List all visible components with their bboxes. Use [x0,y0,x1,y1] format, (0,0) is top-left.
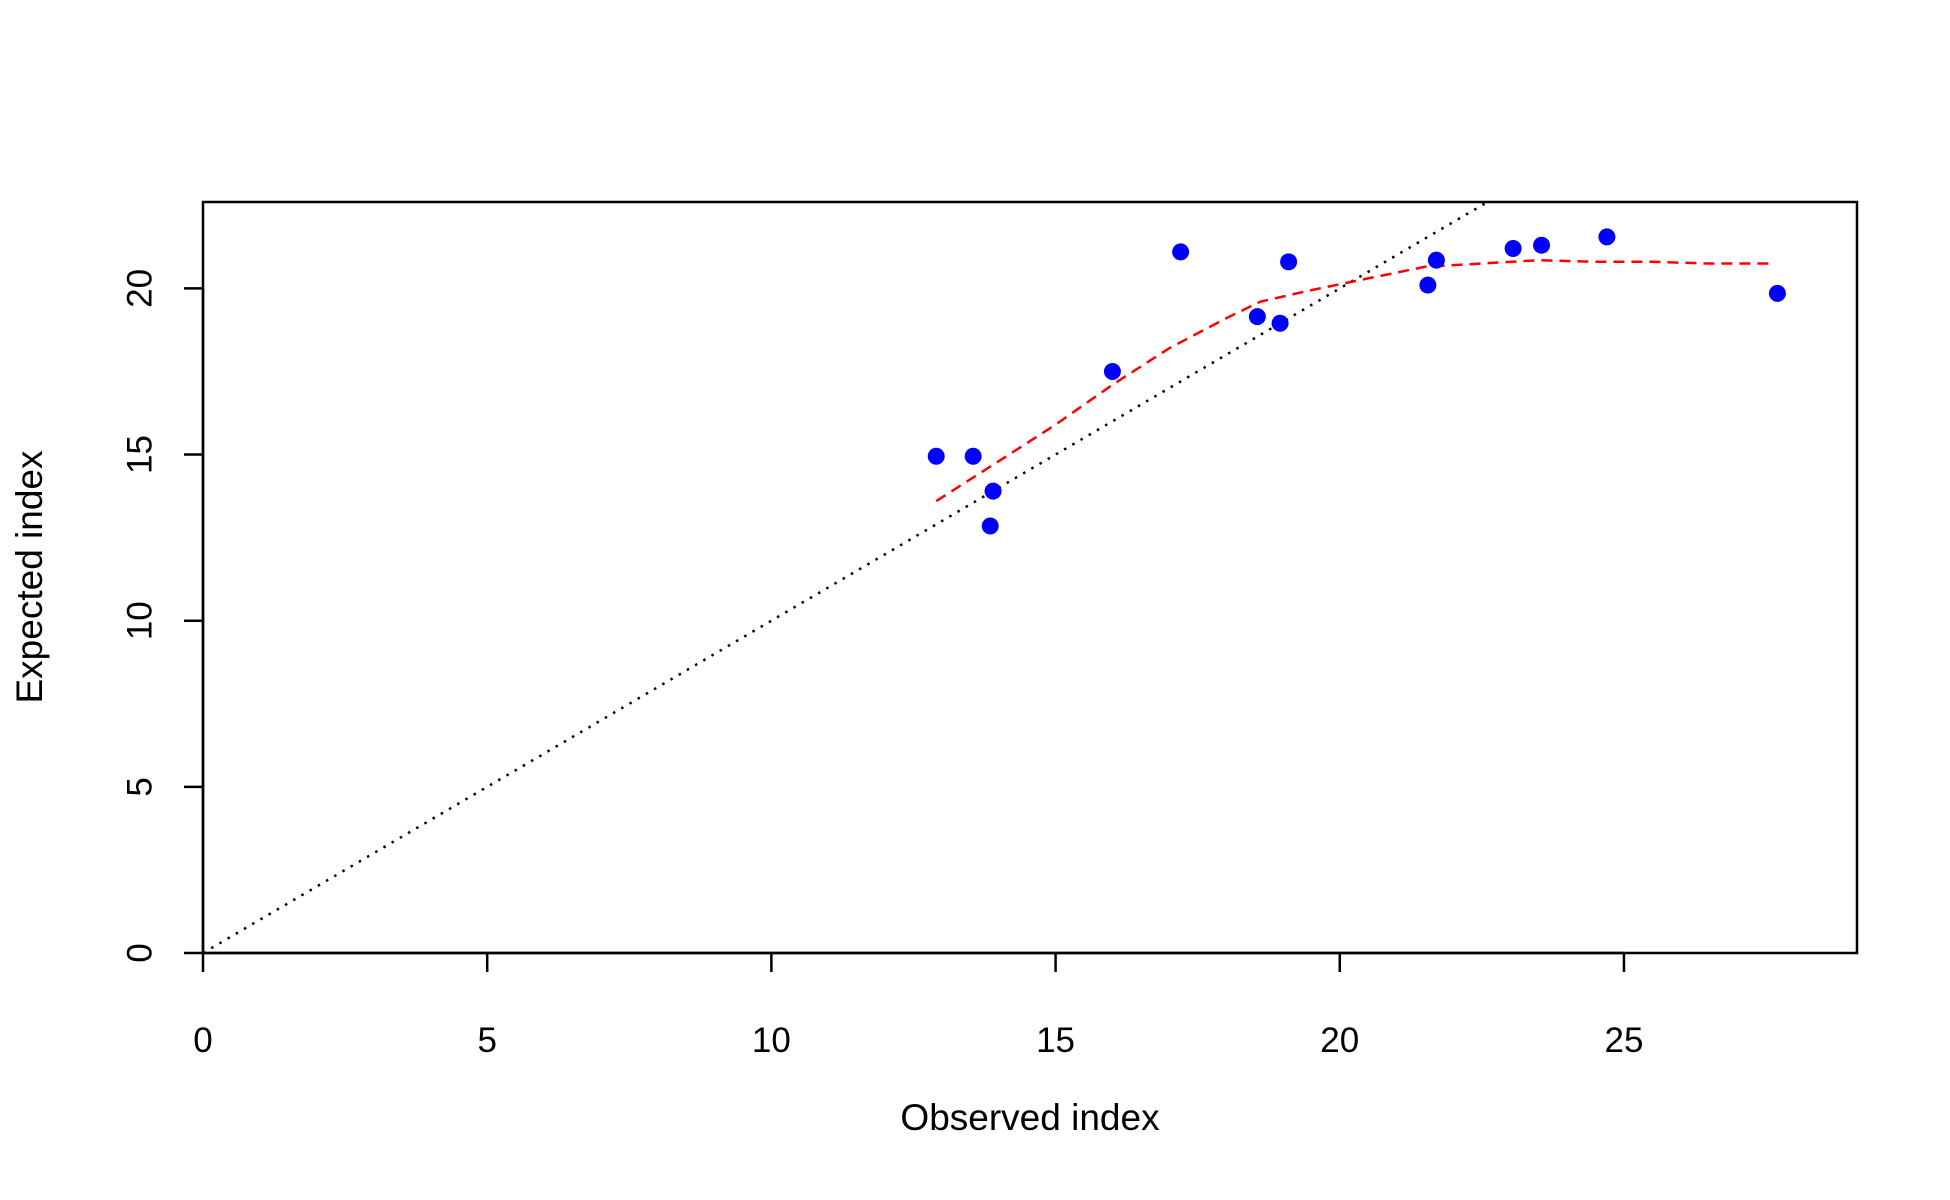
data-point [981,517,999,535]
data-point [1419,276,1437,294]
x-axis-title: Observed index [900,1097,1160,1138]
y-tick-label: 10 [121,601,160,640]
data-point [964,447,982,465]
y-tick-label: 5 [121,777,160,796]
data-point [1504,240,1522,258]
x-tick-label: 15 [1036,1021,1075,1060]
x-tick-label: 0 [193,1021,212,1060]
x-tick-label: 20 [1320,1021,1359,1060]
x-tick-label: 5 [477,1021,496,1060]
data-point [1280,253,1298,271]
reference-line [203,202,1491,953]
data-point [1598,228,1616,246]
y-axis: 0 5 10 15 20 [121,269,205,963]
y-axis-title: Expected index [9,450,50,704]
data-point [1427,251,1445,269]
x-axis: 0 5 10 15 20 25 [193,951,1643,1060]
y-tick-label: 15 [121,435,160,474]
data-point [1248,308,1266,326]
data-point [1768,284,1786,302]
x-tick-label: 10 [752,1021,791,1060]
data-point [1103,362,1121,380]
data-point [1533,236,1551,254]
data-point [984,482,1002,500]
y-tick-label: 20 [121,269,160,308]
data-point [1271,314,1289,332]
reference-line-layer [203,202,1491,953]
data-point [927,447,945,465]
plot-frame [201,200,1859,955]
smooth-line-layer [935,258,1772,503]
x-tick-label: 25 [1604,1021,1643,1060]
y-tick-label: 0 [121,943,160,962]
data-point [1172,243,1190,261]
smooth-line [935,258,1772,503]
points-layer [927,228,1786,535]
